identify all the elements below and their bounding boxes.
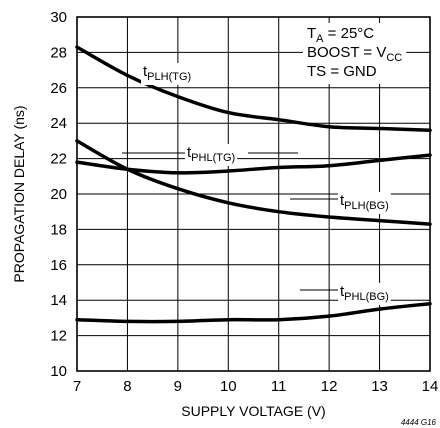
condition-line: BOOST = VCC	[307, 44, 402, 64]
tick-labels: 7 8 9 10 11 12 13 14 10 12 14 16 18 20 22 24 26 28 30	[50, 9, 438, 395]
x-tick-label: 8	[123, 378, 131, 395]
series-label-main: t	[340, 283, 345, 300]
series-label-bg	[185, 144, 238, 166]
series-label-bg	[338, 283, 391, 305]
series-label-tphl-bg: tPHL(BG)	[340, 283, 389, 303]
series-curves	[75, 45, 432, 324]
x-tick-label: 7	[73, 378, 81, 395]
condition-line: TA = 25°C	[307, 25, 374, 45]
x-tick-label: 12	[321, 378, 338, 395]
condition-main: TS = GND	[307, 63, 377, 80]
series-label-sub: PHL(TG)	[191, 152, 235, 164]
condition-rest: = 25°C	[324, 25, 375, 42]
x-tick-label: 9	[174, 378, 182, 395]
series-labels: tPLH(TG)tPHL(TG)tPLH(BG)tPHL(BG)	[122, 63, 391, 305]
series-curve-tphl-bg	[75, 301, 432, 324]
condition-sub: CC	[386, 52, 402, 64]
y-axis-label: PROPAGATION DELAY (ns)	[11, 105, 27, 282]
y-tick-label: 18	[50, 221, 67, 238]
condition-line: TS = GND	[307, 63, 377, 80]
y-tick-label: 28	[50, 44, 67, 61]
series-label-bg	[338, 192, 391, 214]
series-label-tplh-bg: tPLH(BG)	[340, 192, 389, 212]
series-label-bg	[141, 63, 194, 85]
y-tick-label: 10	[50, 363, 67, 380]
condition-main: T	[307, 25, 316, 42]
series-label-tplh-tg: tPLH(TG)	[143, 63, 191, 83]
condition-main: BOOST = V	[307, 44, 386, 61]
series-label-sub: PLH(TG)	[147, 71, 191, 83]
x-axis-label: SUPPLY VOLTAGE (V)	[181, 403, 325, 419]
x-tick-label: 14	[422, 378, 439, 395]
conditions-bg	[303, 23, 407, 84]
y-tick-label: 16	[50, 257, 67, 274]
series-label-sub: PHL(BG)	[344, 291, 389, 303]
y-tick-label: 22	[50, 151, 67, 168]
series-curve-tplh-bg	[75, 139, 432, 226]
plot-frame	[76, 16, 431, 372]
series-curve-tplh-tg	[75, 45, 432, 133]
y-tick-label: 14	[50, 292, 67, 309]
series-label-main: t	[187, 144, 192, 161]
x-tick-label: 10	[220, 378, 237, 395]
condition-sub: A	[316, 33, 324, 45]
figure-id: 4444 G16	[401, 418, 437, 427]
series-label-main: t	[340, 192, 345, 209]
x-tick-label: 11	[271, 378, 287, 395]
y-tick-label: 20	[50, 186, 67, 203]
y-tick-label: 12	[50, 328, 67, 345]
x-tick-label: 13	[371, 378, 388, 395]
y-tick-label: 26	[50, 80, 67, 97]
y-tick-label: 24	[50, 115, 67, 132]
series-label-sub: PLH(BG)	[344, 200, 389, 212]
y-tick-label: 30	[50, 9, 67, 26]
series-label-tphl-tg: tPHL(TG)	[187, 144, 235, 164]
series-label-main: t	[143, 63, 148, 80]
